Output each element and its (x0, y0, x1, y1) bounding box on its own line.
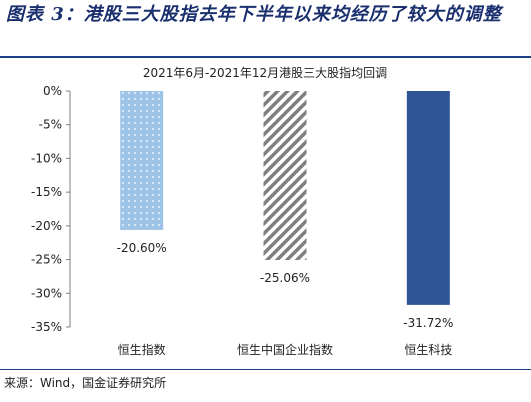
y-tick-label: -20% (31, 219, 62, 233)
category-label: 恒生科技 (404, 343, 452, 357)
y-tick-label: -30% (31, 286, 62, 300)
data-label: -25.06% (260, 271, 310, 285)
category-labels: 恒生指数 恒生中国企业指数 恒生科技 (118, 342, 453, 357)
bar (263, 91, 307, 260)
y-axis: 0% -5% -10% -15% -20% -25% -30% -35% (31, 84, 71, 334)
data-label: -31.72% (403, 316, 453, 330)
y-tick-label: -35% (31, 320, 62, 334)
bar (406, 91, 450, 305)
figure-title: 图表 3：港股三大股指去年下半年以来均经历了较大的调整 (6, 4, 502, 25)
y-tick-label: 0% (43, 84, 62, 98)
y-tick-label: -10% (31, 151, 62, 165)
y-tick-label: -25% (31, 253, 62, 267)
bar (120, 91, 164, 230)
y-tick-label: -15% (31, 185, 62, 199)
category-label: 恒生中国企业指数 (237, 342, 333, 357)
chart-title: 2021年6月-2021年12月港股三大股指均回调 (143, 65, 387, 80)
source-note: 来源：Wind，国金证券研究所 (4, 376, 167, 390)
bottom-rule (0, 369, 531, 370)
bars: -20.60% -25.06% -31.72% (117, 91, 453, 330)
y-tick-label: -5% (39, 118, 62, 132)
top-rule (0, 56, 531, 58)
category-label: 恒生指数 (118, 342, 166, 357)
data-label: -20.60% (117, 241, 167, 255)
